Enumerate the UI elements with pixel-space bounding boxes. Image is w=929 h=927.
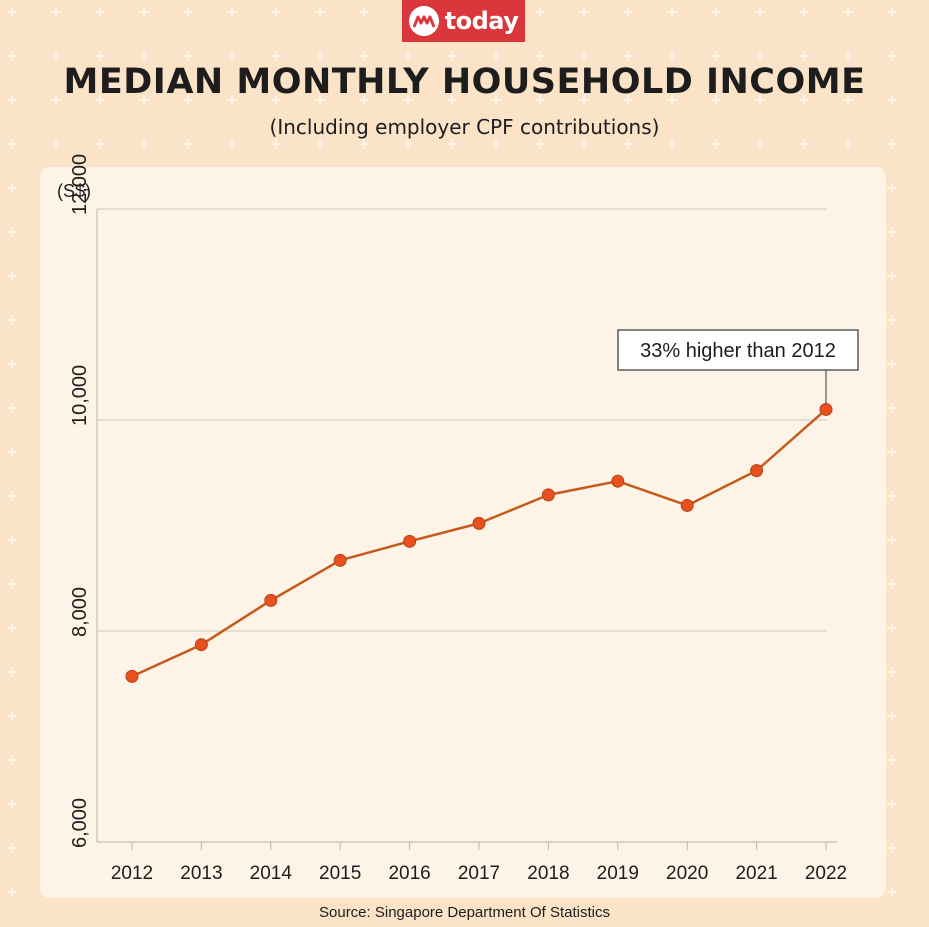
data-point (611, 474, 625, 488)
logo-text: today (444, 7, 519, 35)
y-tick-label: 10,000 (69, 365, 91, 426)
x-tick-label: 2022 (805, 863, 847, 884)
source-note: Source: Singapore Department Of Statisti… (319, 904, 610, 921)
series-line (131, 408, 827, 678)
x-tick-label: 2018 (527, 863, 569, 884)
x-tick-label: 2017 (458, 863, 500, 884)
data-point (680, 498, 694, 512)
y-tick-label: 6,000 (69, 798, 91, 848)
data-point (264, 593, 278, 607)
annotation-box (617, 329, 859, 371)
data-point (472, 516, 486, 530)
data-point (750, 464, 764, 478)
annotation-label: 33% higher than 2012 (640, 340, 836, 362)
x-tick-label: 2012 (111, 863, 153, 884)
x-tick-label: 2021 (735, 863, 777, 884)
x-tick-label: 2013 (180, 863, 222, 884)
y-axis-label: (S$) (57, 181, 91, 201)
x-tick-label: 2020 (666, 863, 708, 884)
x-tick-label: 2019 (597, 863, 639, 884)
data-point (541, 488, 555, 502)
data-point (403, 534, 417, 548)
today-logo: today (402, 0, 525, 42)
y-tick-label: 12,000 (69, 154, 91, 215)
x-tick-label: 2016 (388, 863, 430, 884)
data-point (125, 669, 139, 683)
page-title: MEDIAN MONTHLY HOUSEHOLD INCOME (63, 62, 866, 102)
data-point (819, 402, 833, 416)
x-tick-label: 2014 (250, 863, 293, 884)
chart-panel (40, 167, 886, 898)
y-tick-label: 8,000 (69, 587, 91, 637)
logo-mark-icon (408, 6, 439, 36)
data-point (194, 638, 208, 652)
data-point (333, 553, 347, 567)
x-tick-label: 2015 (319, 863, 361, 884)
page-subtitle: (Including employer CPF contributions) (269, 115, 660, 139)
